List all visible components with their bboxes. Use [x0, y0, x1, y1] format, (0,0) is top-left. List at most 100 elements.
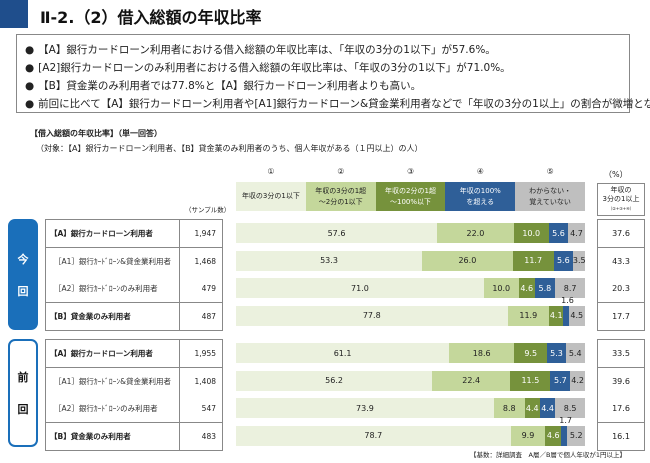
table-row: 【B】貸金業のみ利用者 483	[46, 422, 222, 450]
row-label: 【A】銀行カードローン利用者	[50, 348, 153, 358]
bar-segment: 57.6	[236, 223, 438, 243]
ratio-column: 37.6 43.3 20.3 17.7	[597, 219, 645, 331]
bar-segment: 4.7	[568, 223, 585, 243]
group-label: 今	[17, 252, 29, 266]
summary-bullet: 前回に比べて【A】銀行カードローン利用者や[A1]銀行カードローン&貸金業利用者…	[25, 95, 650, 113]
ratio-header-line: 3分の1以上	[602, 195, 640, 203]
bar-segment: 5.4	[565, 343, 585, 363]
bar-segment: 26.0	[422, 250, 513, 271]
bar-segment: 5.7	[550, 370, 571, 391]
group-label: 回	[17, 403, 29, 416]
bar-segment: 5.8	[534, 278, 555, 298]
ratio-value: 16.1	[612, 431, 630, 441]
row-label: ［A2］銀行ｶｰﾄﾞﾛｰﾝのみ利用者	[54, 403, 158, 413]
bar-segment: 53.3	[236, 250, 423, 271]
table-row: ［A1］銀行ｶｰﾄﾞﾛｰﾝ&貸金業利用者 1,468	[46, 247, 222, 275]
bar-segment: 5.6	[548, 223, 569, 243]
ratio-header: 年収の 3分の1以上 （②+③+④）	[597, 183, 645, 216]
bar-segment: 5.6	[553, 250, 574, 271]
bar-segment: 71.0	[236, 278, 484, 298]
bar-segment	[563, 305, 569, 326]
bar-segment: 4.2	[570, 370, 585, 391]
category-number: ③	[407, 167, 415, 176]
summary-bullet: 【A】銀行カードローン利用者における借入総額の年収比率は、「年収の3分の1以下」…	[25, 41, 621, 59]
category-number: ⑤	[546, 167, 554, 176]
group-previous: 前 回	[8, 339, 38, 447]
bar-segment: 4.6	[545, 425, 562, 446]
ratio-value: 17.7	[612, 311, 630, 321]
summary-box: 【A】銀行カードローン利用者における借入総額の年収比率は、「年収の3分の1以下」…	[16, 34, 650, 113]
ratio-value: 43.3	[612, 256, 630, 266]
row-label: 【B】貸金業のみ利用者	[50, 431, 131, 441]
ratio-value: 33.5	[598, 340, 644, 368]
table-row: 【A】銀行カードローン利用者 1,955	[46, 340, 222, 368]
summary-bullet: 【B】貸金業のみ利用者では77.8%と【A】銀行カードローン利用者よりも高い。	[25, 77, 621, 95]
bar-segment: 77.8	[236, 305, 508, 326]
bar-segment: 9.5	[514, 343, 548, 363]
legend-header-1: 年収の3分の1以下	[236, 182, 306, 211]
bar-segment: 8.5	[555, 398, 585, 418]
row-label: ［A1］銀行ｶｰﾄﾞﾛｰﾝ&貸金業利用者	[54, 256, 171, 266]
ratio-value: 37.6	[598, 220, 644, 248]
bar-segment: 10.0	[513, 223, 549, 243]
chart-heading: 【借入総額の年収比率】（単一回答）	[30, 129, 162, 138]
row-label: ［A2］銀行ｶｰﾄﾞﾛｰﾝのみ利用者	[54, 283, 158, 293]
legend-header-3: 年収の2分の1超 ～100%以下	[375, 182, 446, 211]
group-current: 今 回	[8, 219, 38, 330]
sample-size: 487	[179, 302, 222, 330]
group-label: 回	[17, 284, 29, 298]
sample-size: 1,955	[179, 340, 222, 367]
bar-segment: 73.9	[236, 398, 494, 418]
bar-segment: 11.9	[507, 305, 550, 326]
legend-header-5: わからない・ 覚えていない	[515, 182, 585, 211]
bar-segment: 4.4	[524, 398, 540, 418]
sample-size: 1,947	[179, 220, 222, 247]
bar-segment: 11.7	[512, 250, 554, 271]
title-accent	[0, 0, 28, 28]
ratio-header-formula: （②+③+④）	[608, 206, 634, 211]
bar-segment: 61.1	[236, 343, 450, 363]
legend-header-2: 年収の3分の1超 ～2分の1以下	[305, 182, 376, 211]
bar-segment	[561, 425, 568, 446]
bar-segment: 56.2	[236, 370, 433, 391]
ratio-value: 20.3	[598, 275, 644, 303]
bar-segment: 22.0	[437, 223, 514, 243]
ratio-value: 39.6	[612, 376, 630, 386]
bar-data-label: 1.6	[561, 295, 574, 305]
bar-segment: 8.7	[554, 278, 586, 298]
row-label: 【B】貸金業のみ利用者	[50, 311, 131, 321]
category-number: ②	[337, 167, 345, 176]
bar-segment: 4.5	[568, 305, 585, 326]
bar-segment: 22.4	[432, 370, 511, 391]
bar-segment: 4.6	[518, 278, 535, 298]
bar-segment: 4.4	[539, 398, 556, 418]
table-row: ［A1］銀行ｶｰﾄﾞﾛｰﾝ&貸金業利用者 1,408	[46, 367, 222, 395]
chart-subheading: （対象：【A】銀行カードローン利用者、【B】貸金業のみ利用者のうち、個人年収があ…	[36, 144, 423, 153]
sample-size: 479	[179, 275, 222, 302]
category-number: ①	[267, 167, 275, 176]
bar-segment: 10.0	[483, 278, 519, 298]
row-label: 【A】銀行カードローン利用者	[50, 228, 153, 238]
bar-segment: 5.3	[547, 343, 566, 363]
table-row: 【A】銀行カードローン利用者 1,947	[46, 220, 222, 248]
legend-header-4: 年収の100% を超える	[445, 182, 516, 211]
sample-table: 【A】銀行カードローン利用者 1,955 ［A1］銀行ｶｰﾄﾞﾛｰﾝ&貸金業利用者 1…	[45, 339, 223, 451]
percent-unit: （%）	[604, 170, 628, 179]
group-label: 前	[17, 371, 29, 384]
sample-size: 1,468	[179, 247, 222, 275]
page-title: Ⅱ-2.（2）借入総額の年収比率	[40, 8, 262, 27]
bar-segment: 4.1	[549, 305, 564, 326]
bar-segment: 9.9	[510, 425, 546, 446]
bar-segment: 5.2	[567, 425, 586, 446]
sample-table: 【A】銀行カードローン利用者 1,947 ［A1］銀行ｶｰﾄﾞﾛｰﾝ&貸金業利用者 1…	[45, 219, 223, 331]
footnote: 【基数：詳細調査 A層／B層で個人年収が1円以上】	[470, 451, 627, 459]
bar-segment: 8.8	[493, 398, 525, 418]
bar-segment: 11.5	[510, 370, 551, 391]
table-row: ［A2］銀行ｶｰﾄﾞﾛｰﾝのみ利用者 547	[46, 395, 222, 423]
category-number: ④	[476, 167, 484, 176]
row-label: ［A1］銀行ｶｰﾄﾞﾛｰﾝ&貸金業利用者	[54, 376, 171, 386]
sample-size: 547	[179, 395, 222, 422]
ratio-header-line: 年収の	[610, 186, 632, 194]
bar-segment: 18.6	[449, 343, 515, 363]
bar-data-label: 1.7	[559, 415, 572, 425]
